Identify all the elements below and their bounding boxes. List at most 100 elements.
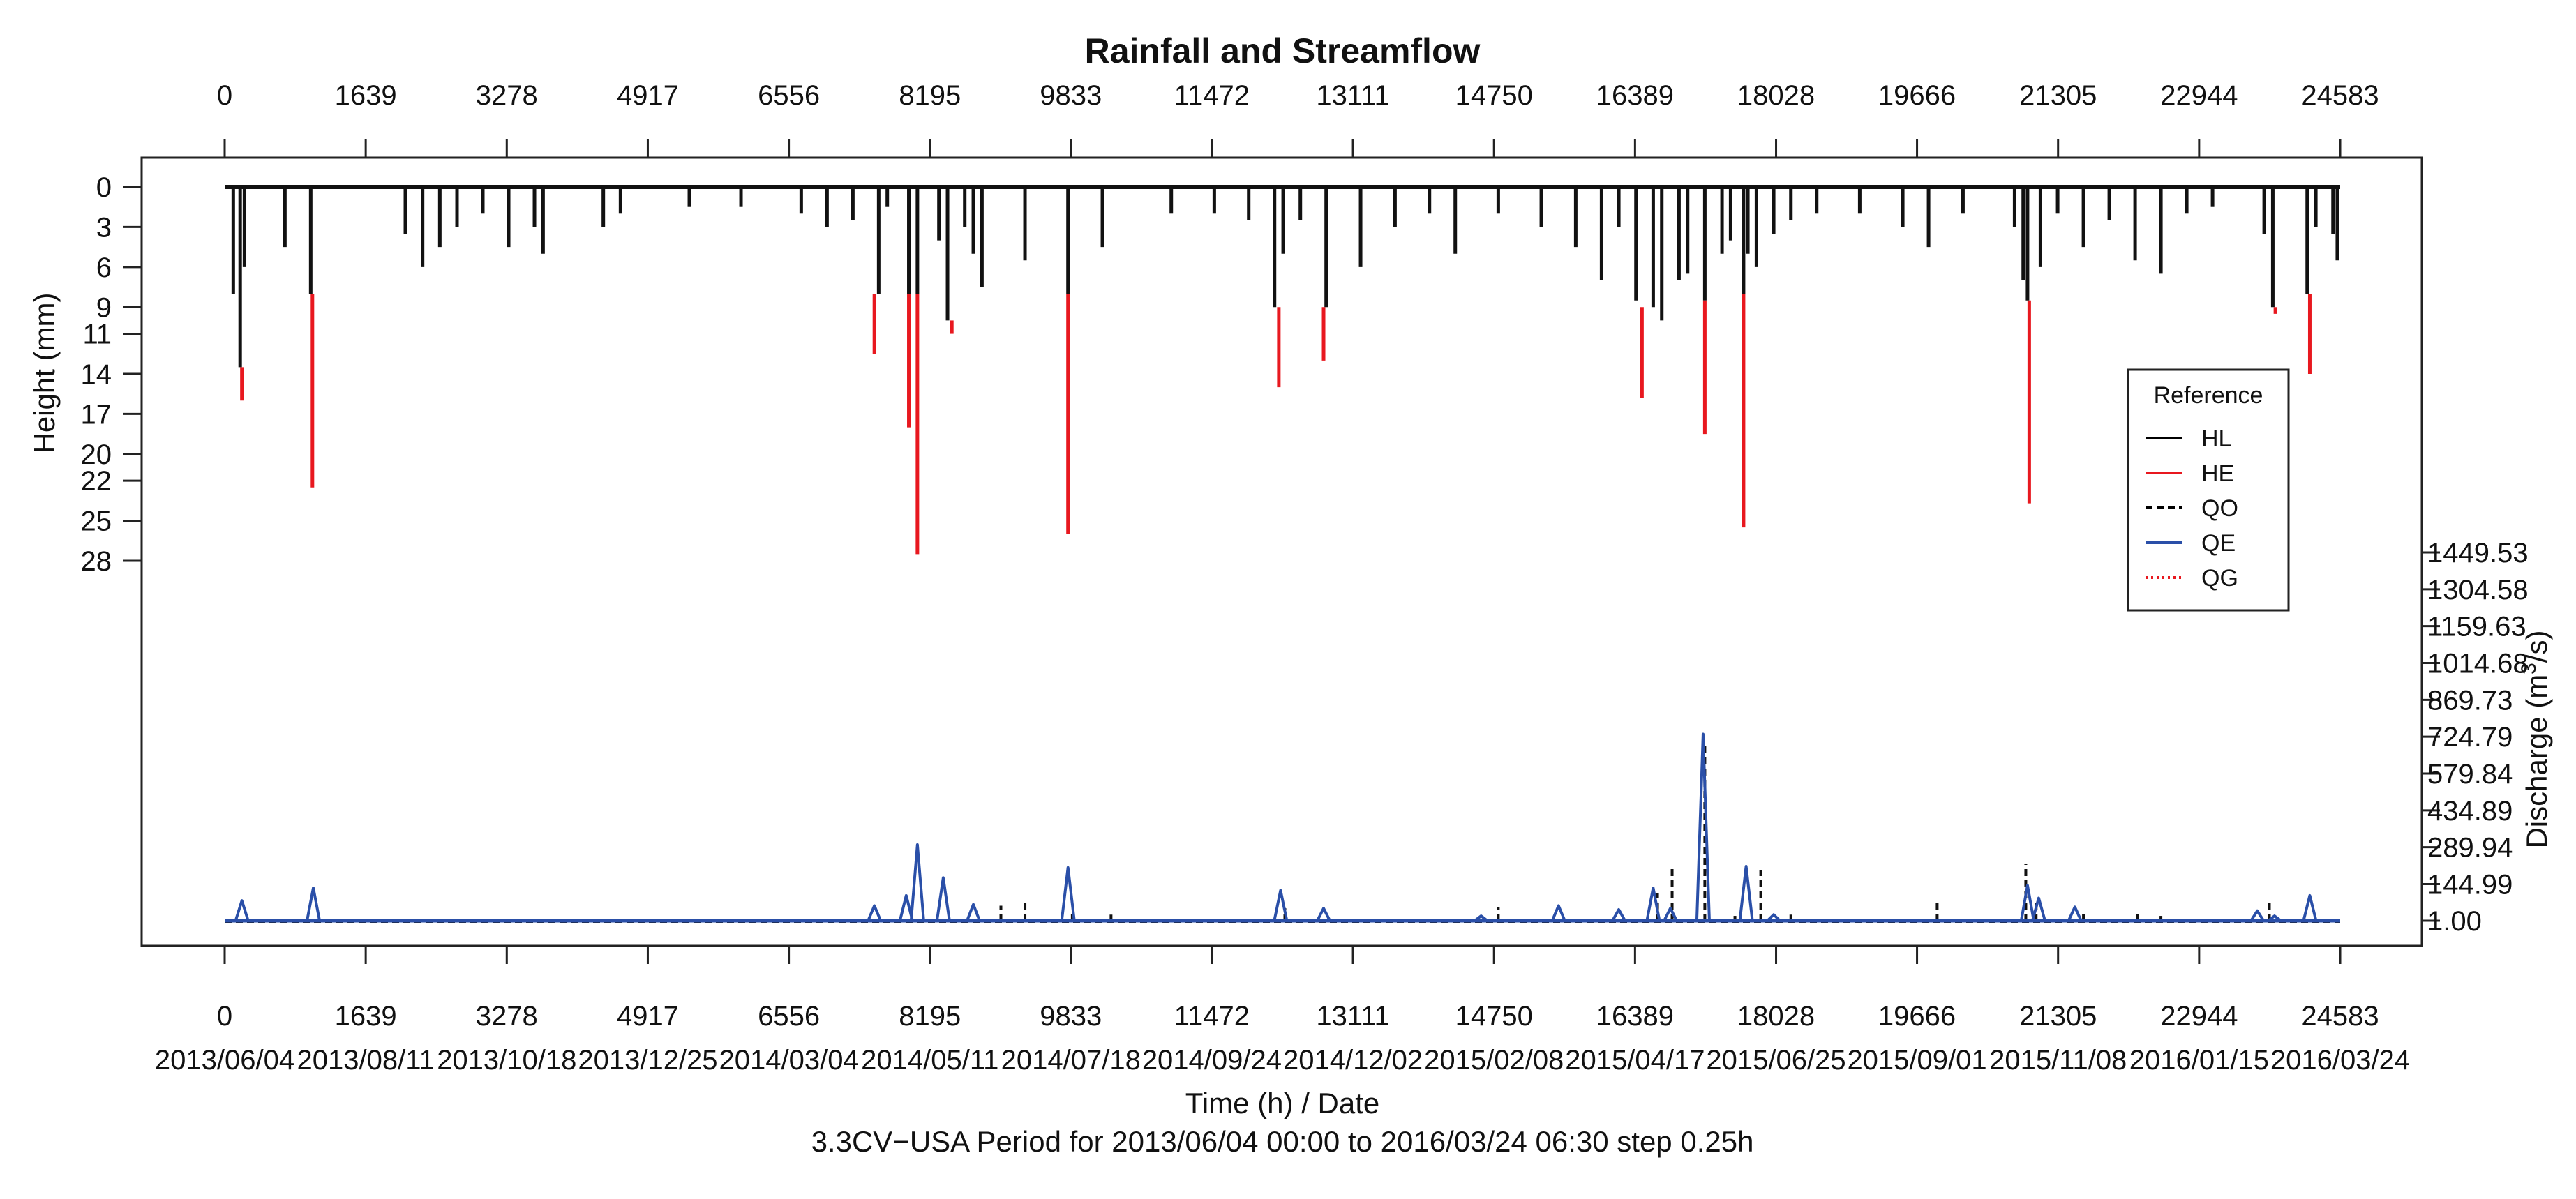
x-axis-label: Time (h) / Date (1185, 1087, 1380, 1119)
top-x-tick-label: 1639 (335, 80, 397, 111)
bottom-x-tick-label: 3278 (476, 1001, 538, 1032)
chart-title: Rainfall and Streamflow (1085, 31, 1481, 70)
qe-peak (2019, 884, 2035, 921)
date-tick-label: 2013/08/11 (297, 1045, 435, 1076)
date-tick-label: 2014/09/24 (1142, 1045, 1282, 1076)
rain-axis-label: Height (mm) (28, 292, 61, 453)
top-x-tick-label: 22944 (2160, 80, 2238, 111)
rain-tick-label: 11 (82, 319, 112, 350)
qe-peak (1738, 865, 1754, 921)
top-x-tick-label: 16389 (1596, 80, 1674, 111)
flow-tick-label: 1449.53 (2427, 538, 2529, 568)
qe-peak (867, 904, 883, 921)
qe-peak (1663, 907, 1678, 921)
chart-subtitle: 3.3CV−USA Period for 2013/06/04 00:00 to… (811, 1125, 1754, 1158)
qe-peak (2249, 909, 2265, 922)
flow-tick-label: 289.94 (2427, 833, 2513, 864)
qe-peak (1766, 913, 1781, 922)
bottom-x-tick-label: 1639 (335, 1001, 397, 1032)
rain-tick-label: 0 (96, 172, 112, 203)
date-tick-label: 2015/11/08 (1989, 1045, 2127, 1076)
legend-title: Reference (2154, 382, 2263, 409)
top-x-tick-label: 9833 (1040, 80, 1102, 111)
bottom-x-tick-label: 9833 (1040, 1001, 1102, 1032)
date-tick-label: 2015/06/25 (1706, 1045, 1845, 1076)
top-x-tick-label: 13111 (1316, 80, 1389, 111)
bottom-x-tick-label: 16389 (1596, 1001, 1674, 1032)
top-x-tick-label: 24583 (2301, 80, 2379, 111)
top-x-tick-label: 6556 (758, 80, 820, 111)
bottom-x-tick-label: 11472 (1174, 1001, 1250, 1032)
rain-tick-label: 25 (81, 506, 112, 537)
qe-peak (2302, 893, 2318, 921)
legend-label-qo: QO (2201, 495, 2238, 522)
top-x-tick-label: 3278 (476, 80, 538, 111)
qe-peak (2067, 905, 2083, 921)
bottom-x-axis: 0 1639 3278 4917 6556 8195 9833 11472 13111 14750… (217, 946, 2379, 1032)
legend-label-hl: HL (2201, 425, 2231, 452)
flow-tick-label: 1014.68 (2427, 649, 2529, 679)
he-series (240, 294, 2312, 555)
plot-frame (140, 156, 2423, 947)
qe-peak (2267, 914, 2282, 922)
date-tick-label: 2014/07/18 (1001, 1045, 1141, 1076)
date-tick-label: 2016/03/24 (2270, 1045, 2410, 1076)
flow-tick-label: 1304.58 (2427, 575, 2529, 605)
top-x-tick-label: 19666 (1878, 80, 1956, 111)
rain-tick-label: 20 (81, 439, 112, 470)
flow-tick-label: 579.84 (2427, 759, 2513, 790)
flow-axis-label: Discharge (m3/s) (2517, 630, 2554, 848)
qe-peak (1695, 732, 1711, 921)
bottom-x-tick-label: 21305 (2019, 1001, 2097, 1032)
qe-peak (1550, 904, 1566, 921)
top-x-tick-label: 21305 (2019, 80, 2097, 111)
qe-peak (935, 876, 951, 921)
flow-tick-label: 869.73 (2427, 685, 2513, 716)
qe-peak (909, 843, 925, 921)
legend: Reference HL HE QO QE QG (2127, 368, 2290, 612)
flow-axis: 1449.53 1304.58 1159.63 1014.68 869.73 724.79… (2422, 538, 2529, 937)
date-axis: 2013/06/04 2013/08/11 2013/10/18 2013/12/25… (155, 1045, 2410, 1076)
qe-peak (1645, 886, 1661, 921)
qe-peak (2031, 896, 2046, 921)
qe-peak (966, 903, 981, 921)
flow-tick-label: 1159.63 (2427, 612, 2526, 642)
bottom-x-tick-label: 13111 (1316, 1001, 1389, 1032)
rain-tick-label: 17 (81, 399, 112, 430)
qe-peak (306, 886, 322, 921)
rain-tick-label: 9 (96, 292, 112, 323)
date-tick-label: 2016/01/15 (2129, 1045, 2269, 1076)
top-x-axis: 0 1639 3278 4917 6556 8195 9833 11472 13111 14750… (217, 80, 2379, 158)
flow-tick-label: 434.89 (2427, 796, 2513, 827)
top-x-tick-label: 4917 (617, 80, 679, 111)
qe-peak (1060, 866, 1076, 921)
bottom-x-tick-label: 24583 (2301, 1001, 2379, 1032)
top-x-tick-label: 8195 (899, 80, 961, 111)
qe-peak (898, 893, 914, 921)
flow-tick-label: 724.79 (2427, 722, 2513, 753)
bottom-x-tick-label: 14750 (1455, 1001, 1533, 1032)
bottom-x-tick-label: 19666 (1878, 1001, 1956, 1032)
date-tick-label: 2014/05/11 (861, 1045, 998, 1076)
bottom-x-tick-label: 6556 (758, 1001, 820, 1032)
rain-tick-label: 6 (96, 252, 112, 283)
date-tick-label: 2015/04/17 (1565, 1045, 1705, 1076)
bottom-x-tick-label: 18028 (1737, 1001, 1815, 1032)
flow-tick-label: 144.99 (2427, 870, 2513, 900)
date-tick-label: 2014/03/04 (719, 1045, 858, 1076)
bottom-x-tick-label: 22944 (2160, 1001, 2238, 1032)
qe-series (225, 732, 2340, 923)
legend-label-qe: QE (2201, 530, 2236, 557)
rain-tick-label: 3 (96, 212, 112, 243)
qe-peak (1273, 889, 1289, 921)
rain-tick-label: 22 (81, 466, 112, 497)
bottom-x-tick-label: 8195 (899, 1001, 961, 1032)
top-x-tick-label: 0 (217, 80, 232, 111)
legend-label-he: HE (2201, 460, 2234, 487)
date-tick-label: 2013/10/18 (437, 1045, 576, 1076)
qe-peak (234, 899, 250, 921)
top-x-tick-label: 11472 (1174, 80, 1250, 111)
date-tick-label: 2014/12/02 (1283, 1045, 1423, 1076)
